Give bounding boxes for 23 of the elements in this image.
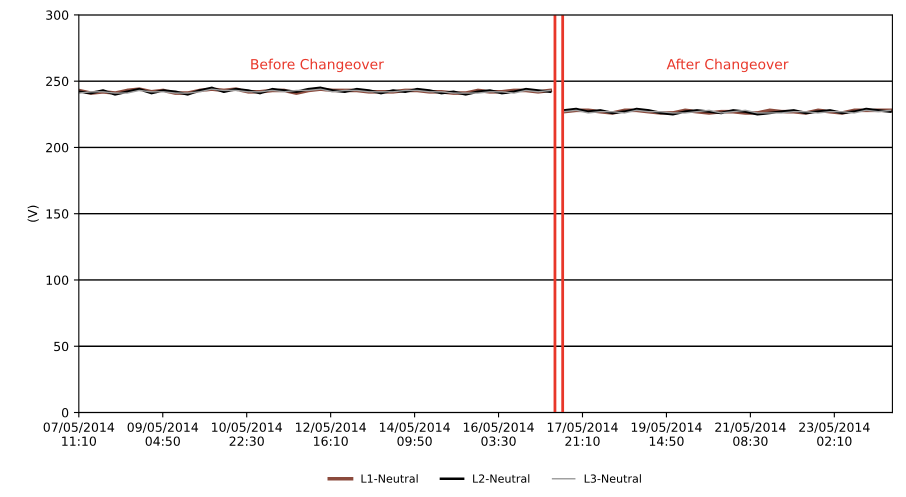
y-tick-label: 150 [46, 209, 68, 219]
x-tick-label: 16/05/2014 03:30 [464, 422, 534, 446]
annotation: Before Changeover [251, 58, 384, 72]
x-tick-label: 10/05/2014 22:30 [212, 422, 282, 446]
y-tick-label: 250 [46, 76, 68, 86]
x-tick-label: 17/05/2014 21:10 [548, 422, 618, 446]
x-tick-label: 07/05/2014 11:10 [44, 422, 114, 446]
annotation: After Changeover [666, 58, 788, 72]
y-tick-label: 0 [62, 408, 68, 418]
x-tick-label: 12/05/2014 16:10 [296, 422, 366, 446]
x-tick-label: 21/05/2014 08:30 [715, 422, 786, 446]
y-tick-label: 100 [46, 275, 68, 285]
y-tick-label: 300 [46, 10, 68, 20]
x-tick-label: 14/05/2014 09:50 [380, 422, 450, 446]
y-tick-label: 50 [54, 342, 68, 352]
y-axis-title: (V) [28, 206, 39, 222]
legend-label: L3-Neutral [584, 474, 641, 483]
x-tick-label: 09/05/2014 04:50 [128, 422, 198, 446]
x-tick-label: 19/05/2014 14:50 [632, 422, 702, 446]
legend-label: L1-Neutral [362, 474, 418, 483]
x-tick-label: 23/05/2014 02:10 [799, 422, 870, 446]
y-tick-label: 200 [46, 142, 68, 152]
legend-label: L2-Neutral [473, 474, 530, 483]
